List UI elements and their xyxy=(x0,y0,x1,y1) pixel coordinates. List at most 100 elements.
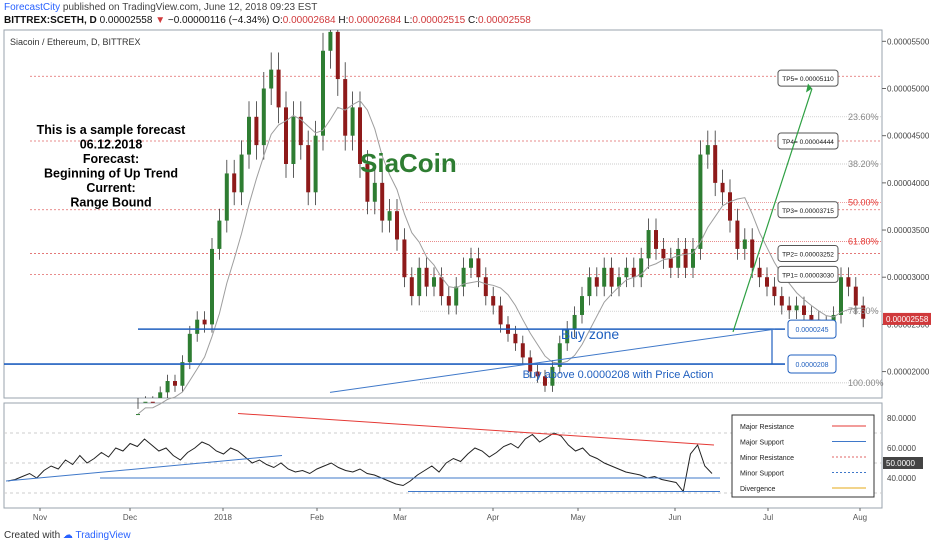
forecast-text-line: Beginning of Up Trend xyxy=(44,167,178,181)
buy-zone-price-box xyxy=(787,354,837,374)
price-tick-label: 0.00003000 xyxy=(887,273,930,282)
time-tick-label: Apr xyxy=(487,513,500,522)
fib-level-label: 50.00% xyxy=(848,198,879,208)
forecast-arrow-line xyxy=(732,88,813,333)
candle-body xyxy=(809,314,814,320)
legend-entry-label: Major Support xyxy=(740,440,784,447)
candle-body xyxy=(557,343,562,367)
close-value: 0.00002558 xyxy=(478,15,531,26)
open-label: O: xyxy=(272,15,283,26)
candle-body xyxy=(343,79,348,136)
moving-average-line xyxy=(137,99,864,415)
price-change: −0.00000116 (−4.34%) xyxy=(167,15,270,26)
buy-zone-label: Buy zone xyxy=(561,326,620,342)
published-text: published on TradingView.com, June 12, 2… xyxy=(60,2,318,13)
fib-level-label: 38.20% xyxy=(848,159,879,169)
candle-body xyxy=(136,414,140,416)
candle-body xyxy=(513,333,518,344)
down-arrow-icon: ▼ xyxy=(155,15,166,26)
candle-body xyxy=(676,248,681,268)
candle-body xyxy=(439,277,444,297)
last-price: 0.00002558 xyxy=(99,15,153,26)
ohlc-line: BITTREX:SCETH, D 0.00002558 ▼ −0.0000011… xyxy=(4,15,531,26)
candle-body xyxy=(624,267,629,278)
time-tick-label: 2018 xyxy=(214,513,232,522)
candle-body xyxy=(520,343,525,358)
tradingview-logo-icon: ☁ xyxy=(62,530,73,541)
candle-body xyxy=(165,381,170,393)
time-tick-label: Dec xyxy=(123,513,137,522)
oscillator-tick-label: 40.0000 xyxy=(887,474,916,483)
candle-body xyxy=(358,107,362,164)
candle-body xyxy=(476,258,481,278)
candle-body xyxy=(765,277,769,287)
high-value: 0.00002684 xyxy=(348,15,402,26)
candle-body xyxy=(742,239,747,249)
candle-body xyxy=(202,319,207,325)
candle-body xyxy=(691,248,695,268)
target-label: TP2= 0.00003252 xyxy=(782,251,834,258)
oscillator-line xyxy=(7,432,713,493)
low-label: L: xyxy=(404,15,413,26)
oscillator-tick-label: 50.0000 xyxy=(886,459,915,468)
candle-body xyxy=(210,248,214,325)
legend-entry-label: Divergence xyxy=(740,486,776,493)
time-tick-label: Jul xyxy=(763,513,773,522)
candle-body xyxy=(247,116,251,155)
candle-body xyxy=(839,277,843,315)
candle-body xyxy=(668,258,673,268)
candle-body xyxy=(720,182,725,193)
candle-body xyxy=(276,69,281,108)
candle-body xyxy=(328,31,333,51)
fib-level-label: 100.00% xyxy=(848,378,884,388)
candle-body xyxy=(269,69,274,89)
forecast-text-line: Range Bound xyxy=(70,196,151,210)
candle-body xyxy=(217,220,222,249)
candle-body xyxy=(387,211,392,221)
candle-body xyxy=(180,362,185,386)
created-with-text: Created with xyxy=(4,530,61,541)
candle-body xyxy=(254,116,259,146)
price-tick-label: 0.00005000 xyxy=(887,85,930,94)
high-label: H: xyxy=(338,15,349,26)
candle-body xyxy=(728,192,732,221)
candle-body xyxy=(321,50,325,136)
candle-body xyxy=(187,333,192,363)
candle-body xyxy=(794,305,799,311)
candle-body xyxy=(335,31,340,80)
candle-body xyxy=(661,248,666,259)
time-tick-label: Aug xyxy=(853,513,867,522)
oscillator-tick-label: 60.0000 xyxy=(887,444,916,453)
price-tick-label: 0.00004000 xyxy=(887,179,930,188)
publisher-link[interactable]: ForecastCity xyxy=(4,2,61,13)
price-pane-frame xyxy=(3,29,883,399)
candle-body xyxy=(572,314,577,330)
candle-body xyxy=(380,182,385,221)
ascending-trendline xyxy=(329,328,776,393)
candle-body xyxy=(735,220,740,249)
legend-entry-label: Minor Support xyxy=(740,471,784,478)
divergence-resistance-line xyxy=(237,413,715,446)
candle-body xyxy=(617,277,621,287)
time-tick-label: May xyxy=(570,513,585,522)
tradingview-link[interactable]: TradingView xyxy=(75,530,131,541)
legend-entry-label: Major Resistance xyxy=(740,424,794,431)
candle-body xyxy=(143,401,148,403)
candle-body xyxy=(543,376,547,386)
open-value: 0.00002684 xyxy=(282,15,336,26)
candle-body xyxy=(432,277,436,287)
low-value: 0.00002515 xyxy=(412,15,466,26)
candle-body xyxy=(261,88,266,146)
candle-body xyxy=(498,305,503,325)
forecast-arrow-head xyxy=(806,83,812,93)
candle-body xyxy=(609,267,614,287)
candle-body xyxy=(365,163,370,202)
candle-body xyxy=(239,154,244,193)
candle-body xyxy=(587,277,592,297)
candle-body xyxy=(195,319,200,334)
buy-above-label: Buy above 0.0000208 with Price Action xyxy=(523,369,714,381)
candle-body xyxy=(705,145,710,155)
footer: Created with ☁ TradingView xyxy=(4,530,131,541)
publisher-line: ForecastCity published on TradingView.co… xyxy=(4,2,317,13)
